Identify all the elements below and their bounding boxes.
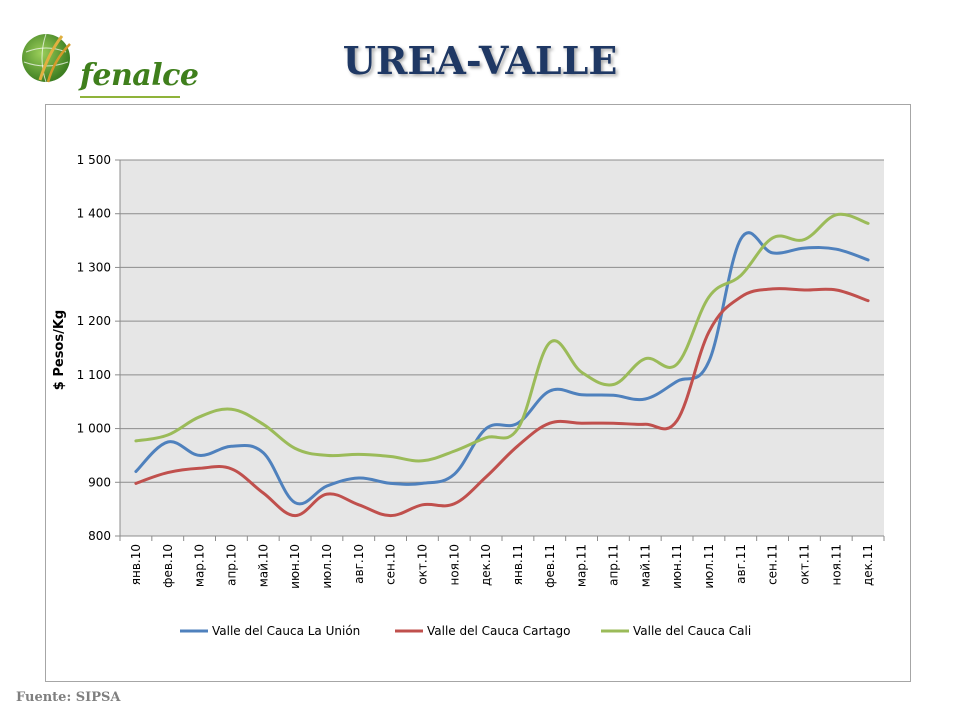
plot-area (120, 160, 884, 536)
x-tick-label: фев.10 (161, 544, 175, 588)
x-tick-label: ноя.11 (829, 544, 843, 586)
x-tick-label: июл.11 (702, 544, 716, 589)
y-tick-label: 1 500 (77, 153, 111, 167)
x-tick-label: авг.10 (352, 544, 366, 584)
y-axis-label: $ Pesos/Kg (52, 310, 67, 390)
x-tick-label: июн.10 (288, 544, 302, 589)
legend-label: Valle del Cauca La Unión (212, 624, 360, 638)
x-tick-label: янв.10 (129, 544, 143, 585)
fenalce-logo: fenalce (18, 24, 199, 98)
series-line-valle-del-cauca-cartago (134, 287, 870, 518)
x-tick-label: сен.11 (766, 544, 780, 585)
source-note: Fuente: SIPSA (16, 690, 121, 705)
line-chart: 800 900 1 000 1 100 1 200 1 300 1 400 1 500 янв.… (52, 153, 885, 638)
legend-label: Valle del Cauca Cartago (427, 624, 570, 638)
chart-frame: 800 900 1 000 1 100 1 200 1 300 1 400 1 500 янв.… (45, 104, 911, 682)
series-line-valle-del-cauca-la-uni-n (134, 231, 870, 506)
x-tick-label: мар.11 (575, 544, 589, 587)
legend-label: Valle del Cauca Cali (633, 624, 751, 638)
logo-text: fenalce (80, 58, 199, 93)
y-tick-label: 800 (88, 529, 111, 543)
x-tick-label: янв.11 (511, 544, 525, 585)
x-tick-label: май.10 (256, 544, 270, 587)
y-tick-label: 1 000 (77, 422, 111, 436)
y-tick-label: 900 (88, 475, 111, 489)
x-tick-label: мар.10 (193, 544, 207, 587)
y-tick-label: 1 300 (77, 260, 111, 274)
logo-globe-icon (22, 33, 71, 83)
x-tick-label: май.11 (638, 544, 652, 587)
y-tick-label: 1 400 (77, 207, 111, 221)
x-tick-label: апр.11 (606, 544, 620, 586)
x-tick-label: апр.10 (224, 544, 238, 586)
x-tick-label: июл.10 (320, 544, 334, 589)
x-tick-label: сен.10 (384, 544, 398, 585)
x-tick-label: ноя.10 (447, 544, 461, 586)
logo-underline (80, 96, 180, 98)
x-tick-label: окт.11 (797, 544, 811, 585)
series-line-valle-del-cauca-cali (134, 212, 870, 463)
y-tick-label: 1 200 (77, 314, 111, 328)
page-title: UREA-VALLE (342, 38, 618, 83)
x-tick-label: дек.10 (479, 544, 493, 586)
x-tick-label: окт.10 (415, 544, 429, 585)
x-tick-label: дек.11 (861, 544, 875, 586)
x-tick-label: июн.11 (670, 544, 684, 589)
x-tick-label: авг.11 (734, 544, 748, 584)
x-tick-label: фев.11 (543, 544, 557, 588)
y-tick-label: 1 100 (77, 368, 111, 382)
